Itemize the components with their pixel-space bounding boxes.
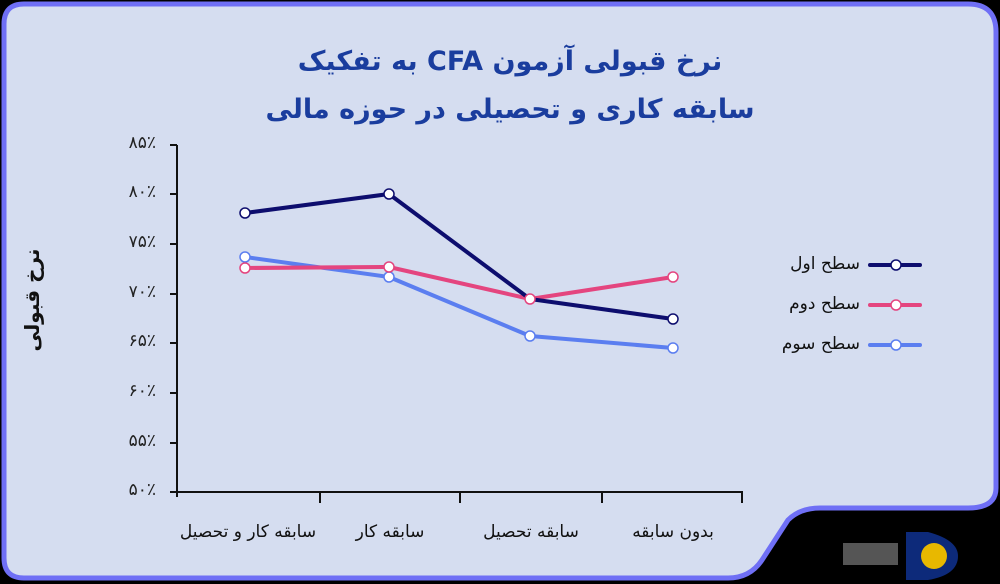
series-level1-line	[244, 192, 674, 321]
x-tick-label: سابقه کار	[355, 522, 425, 542]
legend-swatch-level3	[868, 339, 922, 351]
legend-label-level1: سطح اول	[790, 254, 860, 274]
chart-title-line1: نرخ قبولی آزمون CFA به تفکیک	[297, 46, 723, 77]
x-tick-label: بدون سابقه	[632, 522, 714, 542]
chart-title: نرخ قبولی آزمون CFA به تفکیک سابقه کاری …	[200, 38, 820, 134]
y-tick-label: ۵۰٪	[128, 480, 156, 500]
legend-label-level2: سطح دوم	[789, 294, 860, 314]
legend-swatch-level2	[868, 299, 922, 311]
x-tick-label: سابقه کار و تحصیل	[179, 522, 317, 542]
legend-label-level3: سطح سوم	[781, 334, 860, 354]
y-tick-label: ۸۰٪	[128, 182, 156, 202]
brand-logo	[843, 532, 958, 580]
x-tick-label: سابقه تحصیل	[483, 522, 579, 542]
series-level3-markers	[239, 251, 679, 354]
legend-swatch-level1	[868, 259, 922, 271]
y-tick-label: ۷۰٪	[128, 282, 156, 302]
series-level2-markers	[239, 261, 679, 305]
chart-title-line2: سابقه کاری و تحصیلی در حوزه مالی	[265, 94, 755, 125]
y-tick-label: ۵۵٪	[128, 431, 156, 451]
series-level1-markers	[239, 188, 679, 325]
y-tick-label: ۶۰٪	[128, 381, 156, 401]
y-tick-label: ۷۵٪	[128, 232, 156, 252]
y-tick-label: ۶۵٪	[128, 331, 156, 351]
series-level2-line	[244, 265, 674, 301]
y-axis-label: نرخ قبولی	[20, 248, 44, 352]
y-tick-label: ۸۵٪	[128, 133, 156, 153]
